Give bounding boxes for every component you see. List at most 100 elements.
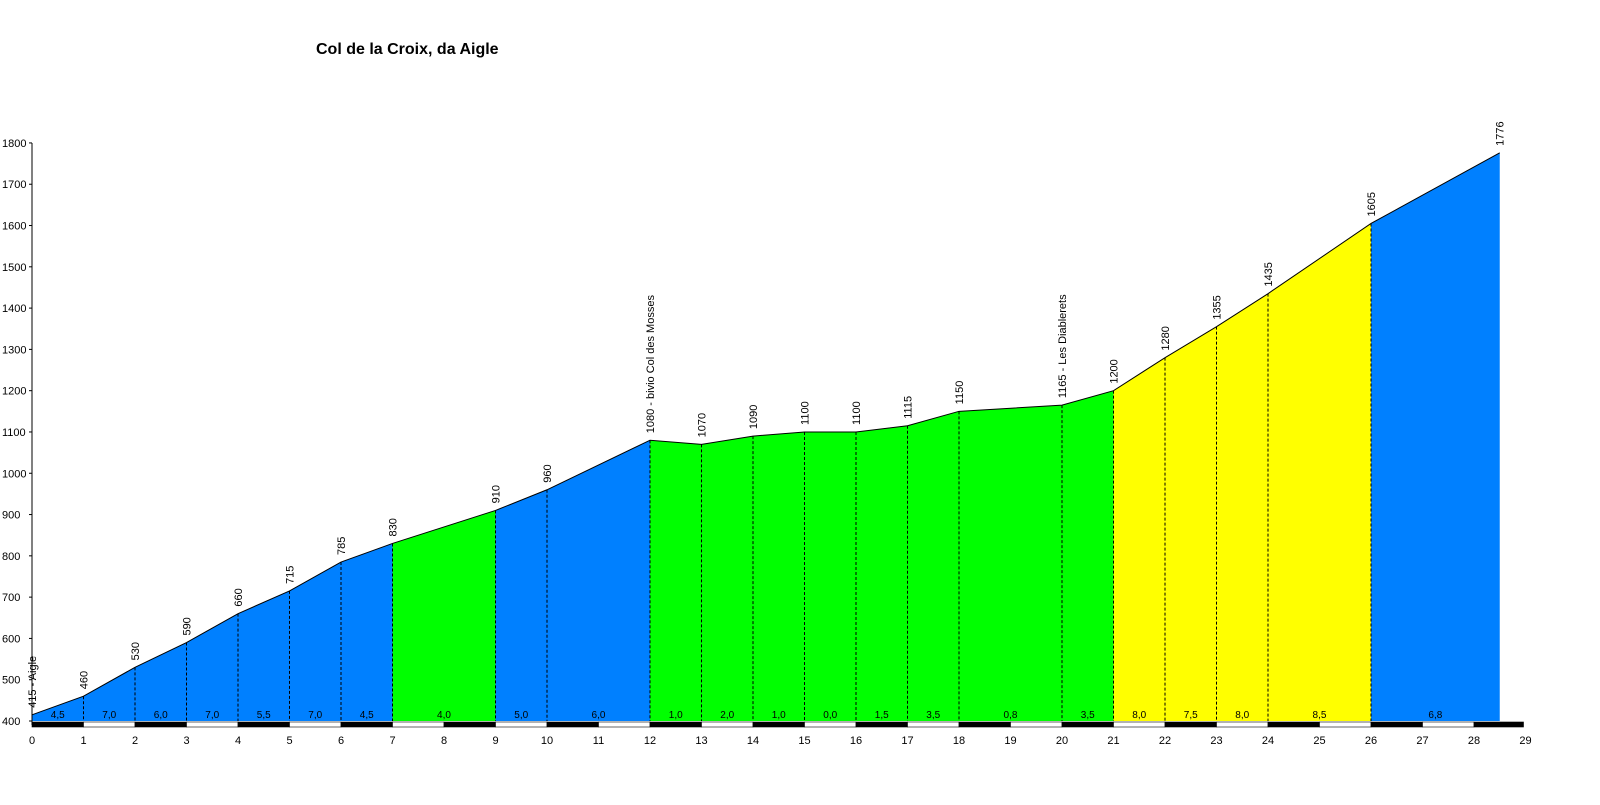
km-bar (1319, 721, 1372, 728)
y-tick-label: 1200 (2, 386, 26, 398)
chart-title: Col de la Croix, da Aigle (316, 41, 499, 58)
gradient-label: 0,8 (1004, 710, 1018, 721)
km-bar (1061, 721, 1114, 728)
elevation-label: 1605 (1366, 192, 1378, 216)
x-tick-label: 22 (1159, 735, 1171, 747)
segment-area-9 (547, 440, 650, 721)
gradient-label: 1,0 (669, 710, 683, 721)
segment-area-10 (650, 440, 702, 721)
km-bar (83, 721, 136, 728)
x-tick-label: 27 (1416, 735, 1428, 747)
segment-area-6 (341, 543, 393, 721)
segment-area-7 (392, 510, 496, 721)
x-tick-label: 12 (644, 735, 656, 747)
x-tick-label: 14 (747, 735, 759, 747)
segment-area-8 (495, 489, 547, 721)
elevation-label: 1280 (1160, 326, 1172, 350)
elevation-labels: 415 - Aigle 460 530 590 660 715 785 830 910 960 10… (27, 121, 1507, 707)
gradient-label: 7,0 (308, 710, 322, 721)
segment-area-22 (1371, 152, 1500, 721)
x-tick-label: 7 (389, 735, 395, 747)
elevation-label: 660 (233, 588, 245, 606)
elevation-label: 910 (491, 485, 503, 503)
elevation-label: 1435 (1263, 262, 1275, 286)
segment-area-16 (959, 405, 1062, 721)
segment-area-20 (1216, 293, 1268, 721)
gradient-label: 1,5 (875, 710, 889, 721)
km-bar (649, 721, 702, 728)
segment-area-11 (701, 436, 753, 721)
x-tick-label: 16 (850, 735, 862, 747)
elevation-label: 1200 (1109, 359, 1121, 383)
x-tick-label: 13 (695, 735, 707, 747)
gradient-label: 2,0 (720, 710, 734, 721)
profile-line (31, 152, 1500, 716)
elevation-label: 590 (182, 617, 194, 635)
y-tick-label: 1700 (2, 179, 26, 191)
x-tick-label: 9 (492, 735, 498, 747)
km-bar (1473, 721, 1524, 728)
y-tick-label: 600 (2, 633, 20, 645)
x-tick-label: 1 (80, 735, 86, 747)
x-tick-label: 19 (1004, 735, 1016, 747)
gradient-label: 6,8 (1428, 710, 1442, 721)
km-bar (546, 721, 599, 728)
segment-area-18 (1113, 357, 1165, 721)
km-bar (31, 721, 84, 728)
x-tick-label: 6 (338, 735, 344, 747)
gradient-label: 6,0 (154, 710, 168, 721)
elevation-label: 1100 (800, 401, 812, 425)
elevation-label: 1100 (851, 401, 863, 425)
km-bar (289, 721, 342, 728)
km-bar (1422, 721, 1475, 728)
gradient-label: 7,0 (102, 710, 116, 721)
y-tick-label: 1300 (2, 344, 26, 356)
x-tick-label: 29 (1519, 735, 1531, 747)
gradient-label: 8,0 (1235, 710, 1249, 721)
x-tick-label: 17 (901, 735, 913, 747)
elevation-label: 415 - Aigle (27, 656, 39, 708)
segment-dividers (83, 223, 1372, 721)
gradient-label: 4,5 (360, 710, 374, 721)
x-tick-label: 25 (1313, 735, 1325, 747)
km-bar (958, 721, 1011, 728)
x-tick-label: 5 (286, 735, 292, 747)
segment-area-1 (83, 667, 135, 721)
segment-area-5 (289, 562, 341, 721)
gradient-label: 7,0 (205, 710, 219, 721)
segment-area-12 (753, 431, 805, 721)
gradient-label: 4,0 (437, 710, 451, 721)
gradient-label: 5,0 (514, 710, 528, 721)
km-bar (134, 721, 187, 728)
km-bar (1267, 721, 1320, 728)
segment-area-19 (1165, 326, 1217, 721)
km-bar (392, 721, 445, 728)
km-bar (237, 721, 290, 728)
km-bar (1113, 721, 1166, 728)
x-tick-label: 0 (29, 735, 35, 747)
y-tick-label: 800 (2, 551, 20, 563)
x-tick-label: 20 (1056, 735, 1068, 747)
gradient-label: 0,0 (823, 710, 837, 721)
y-tick-label: 1800 (2, 138, 26, 150)
km-bar (495, 721, 548, 728)
segment-area-17 (1062, 390, 1114, 721)
elevation-label: 460 (79, 671, 91, 689)
elevation-label: 1776 (1495, 121, 1507, 145)
y-tick-label: 400 (2, 716, 20, 728)
km-bar (1164, 721, 1217, 728)
km-bar (1370, 721, 1423, 728)
elevation-label: 1115 (903, 396, 915, 419)
x-tick-label: 26 (1365, 735, 1377, 747)
elevation-label: 530 (130, 642, 142, 660)
profile-line-group (31, 152, 1500, 716)
elevation-label: 1150 (954, 381, 966, 405)
y-tick-label: 500 (2, 675, 20, 687)
segment-area-0 (32, 696, 84, 721)
km-bar (443, 721, 496, 728)
km-bar (701, 721, 754, 728)
x-tick-label: 3 (183, 735, 189, 747)
y-tick-label: 1400 (2, 303, 26, 315)
y-tick-label: 1000 (2, 468, 26, 480)
